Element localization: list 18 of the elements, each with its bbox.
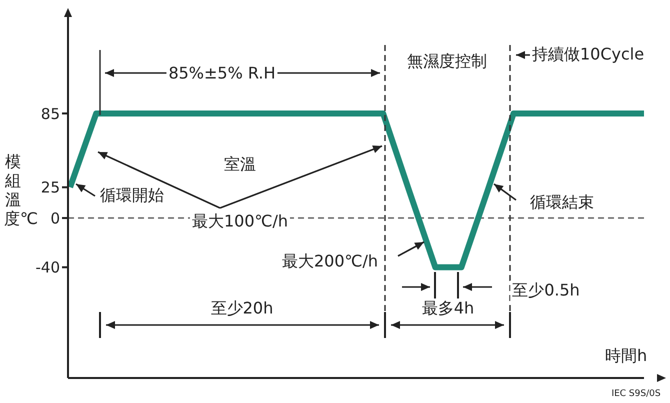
annotation: 至少20h — [208, 298, 276, 320]
annotation: 循環開始 — [98, 186, 166, 206]
annotation: 最多4h — [420, 298, 476, 320]
y-tick-label: 25 — [40, 178, 60, 197]
annotation: 最大100℃/h — [190, 212, 290, 232]
annotation: 無濕度控制 — [405, 52, 489, 72]
y-tick-label: -40 — [36, 258, 60, 277]
annotation: 85%±5% R.H — [166, 64, 278, 82]
y-tick-label: 85 — [40, 104, 60, 123]
annotation: 室溫 — [222, 154, 258, 176]
y-axis-title: 模組溫度℃ — [4, 152, 38, 228]
annotation: 至少0.5h — [510, 280, 582, 302]
annotation: 循環結束 — [528, 192, 596, 214]
text: IEC S9S/0S — [610, 389, 662, 399]
annotation: 最大200℃/h — [280, 252, 380, 272]
y-tick-label: 0 — [50, 209, 60, 228]
x-axis-title: 時間h — [605, 346, 648, 367]
annotation: 持續做10Cycle — [530, 44, 646, 66]
